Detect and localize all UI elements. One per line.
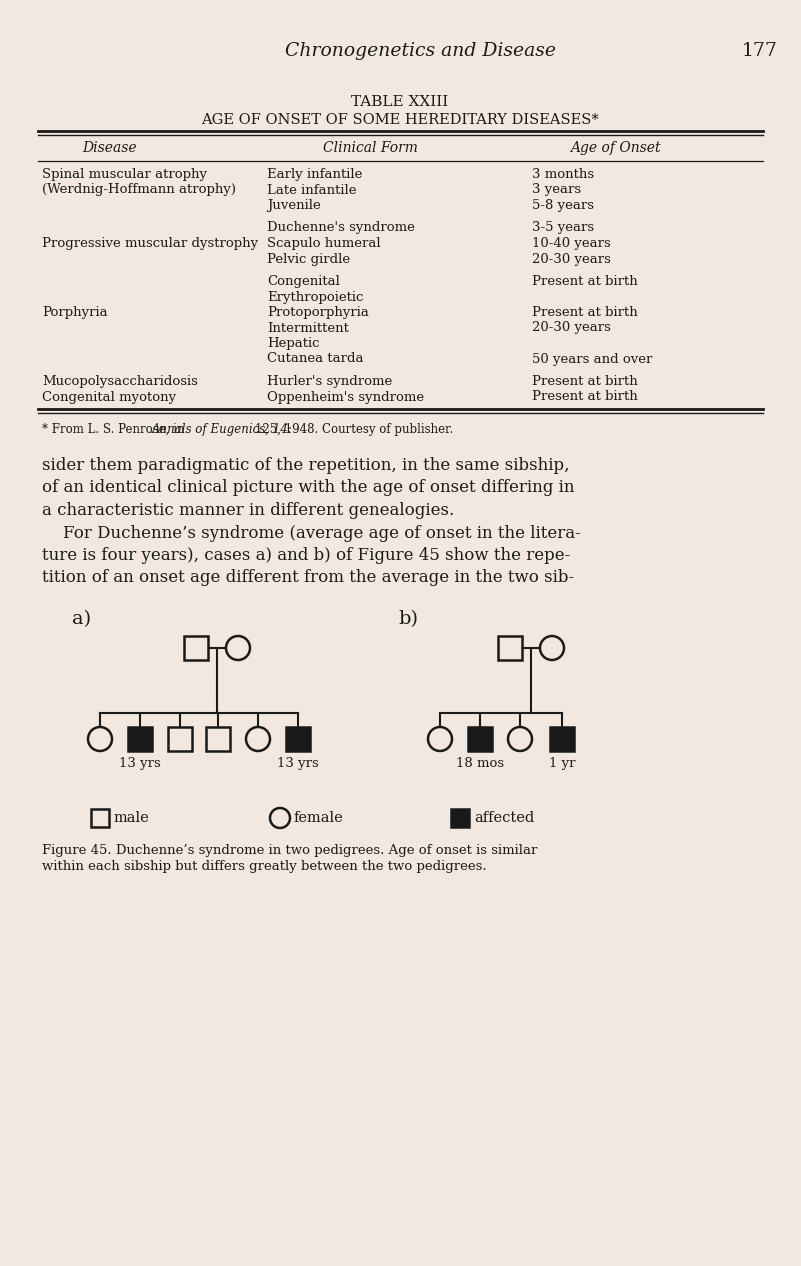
Circle shape: [88, 727, 112, 751]
Text: 5-8 years: 5-8 years: [532, 199, 594, 211]
Circle shape: [270, 808, 290, 828]
Text: Erythropoietic: Erythropoietic: [267, 290, 364, 304]
Text: Disease: Disease: [83, 141, 137, 154]
Text: within each sibship but differs greatly between the two pedigrees.: within each sibship but differs greatly …: [42, 860, 487, 874]
Text: 13 yrs: 13 yrs: [277, 757, 319, 770]
Text: b): b): [398, 610, 418, 628]
Text: (Werdnig-Hoffmann atrophy): (Werdnig-Hoffmann atrophy): [42, 184, 236, 196]
Text: 3 months: 3 months: [532, 168, 594, 181]
Text: ture is four years), cases a) and b) of Figure 45 show the repe-: ture is four years), cases a) and b) of …: [42, 547, 570, 563]
Text: 3-5 years: 3-5 years: [532, 222, 594, 234]
Text: Mucopolysaccharidosis: Mucopolysaccharidosis: [42, 375, 198, 387]
Text: 13 yrs: 13 yrs: [119, 757, 161, 770]
Text: 125, 1948. Courtesy of publisher.: 125, 1948. Courtesy of publisher.: [255, 423, 453, 436]
Circle shape: [246, 727, 270, 751]
Text: 177: 177: [742, 42, 778, 60]
Bar: [468, 727, 492, 751]
Text: Spinal muscular atrophy: Spinal muscular atrophy: [42, 168, 207, 181]
Text: 20-30 years: 20-30 years: [532, 252, 611, 266]
Text: a characteristic manner in different genealogies.: a characteristic manner in different gen…: [42, 503, 454, 519]
Text: For Duchenne’s syndrome (average age of onset in the litera-: For Duchenne’s syndrome (average age of …: [42, 524, 581, 542]
Bar: [184, 636, 208, 660]
Circle shape: [428, 727, 452, 751]
Text: AGE OF ONSET OF SOME HEREDITARY DISEASES*: AGE OF ONSET OF SOME HEREDITARY DISEASES…: [201, 113, 599, 127]
Text: Present at birth: Present at birth: [532, 375, 638, 387]
Text: Scapulo humeral: Scapulo humeral: [267, 237, 380, 249]
Text: Age of Onset: Age of Onset: [570, 141, 660, 154]
Circle shape: [540, 636, 564, 660]
Text: Porphyria: Porphyria: [42, 306, 107, 319]
Text: 1 yr: 1 yr: [549, 757, 575, 770]
Text: 18 mos: 18 mos: [456, 757, 504, 770]
Bar: [286, 727, 310, 751]
Text: Pelvic girdle: Pelvic girdle: [267, 252, 350, 266]
Text: Hepatic: Hepatic: [267, 337, 320, 349]
Text: a): a): [72, 610, 91, 628]
Bar: [91, 809, 109, 827]
Bar: [451, 809, 469, 827]
Text: TABLE XXIII: TABLE XXIII: [352, 95, 449, 109]
Text: of an identical clinical picture with the age of onset differing in: of an identical clinical picture with th…: [42, 480, 574, 496]
Text: Chronogenetics and Disease: Chronogenetics and Disease: [285, 42, 556, 60]
Text: Intermittent: Intermittent: [267, 322, 349, 334]
Text: 10-40 years: 10-40 years: [532, 237, 610, 249]
Text: Present at birth: Present at birth: [532, 275, 638, 287]
Bar: [128, 727, 152, 751]
Text: tition of an onset age different from the average in the two sib-: tition of an onset age different from th…: [42, 570, 574, 586]
Bar: [550, 727, 574, 751]
Text: * From L. S. Penrose, in: * From L. S. Penrose, in: [42, 423, 188, 436]
Text: Congenital: Congenital: [267, 275, 340, 287]
Text: Early infantile: Early infantile: [267, 168, 362, 181]
Text: Protoporphyria: Protoporphyria: [267, 306, 369, 319]
Text: sider them paradigmatic of the repetition, in the same sibship,: sider them paradigmatic of the repetitio…: [42, 457, 570, 473]
Bar: [206, 727, 230, 751]
Text: Present at birth: Present at birth: [532, 390, 638, 404]
Text: Cutanea tarda: Cutanea tarda: [267, 352, 364, 366]
Text: Oppenheim's syndrome: Oppenheim's syndrome: [267, 390, 424, 404]
Text: female: female: [294, 812, 344, 825]
Text: Clinical Form: Clinical Form: [323, 141, 417, 154]
Text: affected: affected: [474, 812, 534, 825]
Text: Hurler's syndrome: Hurler's syndrome: [267, 375, 392, 387]
Bar: [498, 636, 522, 660]
Text: 3 years: 3 years: [532, 184, 581, 196]
Text: 20-30 years: 20-30 years: [532, 322, 611, 334]
Circle shape: [226, 636, 250, 660]
Text: 50 years and over: 50 years and over: [532, 352, 652, 366]
Text: Congenital myotony: Congenital myotony: [42, 390, 176, 404]
Text: Juvenile: Juvenile: [267, 199, 320, 211]
Text: male: male: [114, 812, 150, 825]
Bar: [168, 727, 192, 751]
Text: Progressive muscular dystrophy: Progressive muscular dystrophy: [42, 237, 258, 249]
Text: Annals of Eugenics, 14:: Annals of Eugenics, 14:: [152, 423, 292, 436]
Text: Duchenne's syndrome: Duchenne's syndrome: [267, 222, 415, 234]
Text: Present at birth: Present at birth: [532, 306, 638, 319]
Text: Figure 45. Duchenne’s syndrome in two pedigrees. Age of onset is similar: Figure 45. Duchenne’s syndrome in two pe…: [42, 844, 537, 857]
Circle shape: [508, 727, 532, 751]
Text: Late infantile: Late infantile: [267, 184, 356, 196]
